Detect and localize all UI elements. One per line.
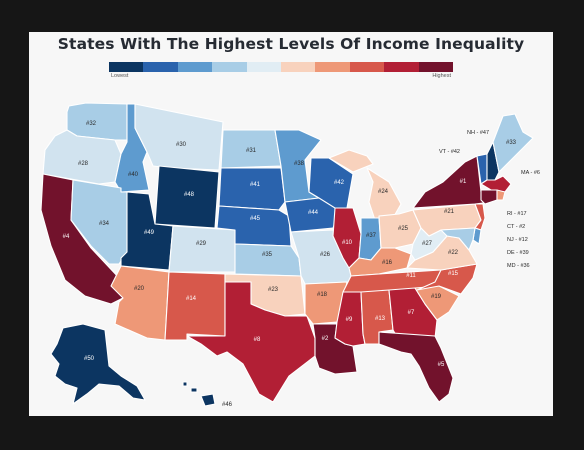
rank-label-co: #29	[196, 241, 207, 247]
rank-label-al: #13	[375, 316, 386, 322]
rank-label-mi: #24	[378, 189, 389, 195]
state-nc	[416, 263, 478, 295]
rank-label-ky: #16	[382, 260, 393, 266]
rank-label-fl: #5	[438, 362, 445, 368]
legend-swatch	[177, 62, 213, 72]
rank-label-mn: #38	[294, 161, 305, 167]
rank-label-ks: #35	[262, 252, 273, 258]
rank-label-or: #28	[78, 161, 89, 167]
state-wy	[154, 165, 220, 229]
rank-label-nm: #14	[186, 296, 197, 302]
side-label-de: DE - #39	[507, 250, 529, 256]
legend-swatch	[143, 62, 178, 72]
rank-label-wa: #32	[86, 121, 97, 127]
state-co	[168, 225, 236, 273]
side-label-nj: NJ - #12	[507, 237, 528, 243]
rank-label-va: #22	[448, 250, 459, 256]
rank-label-ca: #4	[63, 234, 70, 240]
rank-label-sd: #41	[250, 182, 261, 188]
side-label-md: MD - #36	[507, 263, 530, 269]
rank-label-in: #37	[366, 233, 377, 239]
rank-label-wv: #27	[422, 241, 433, 247]
rank-label-pa: #21	[444, 209, 455, 215]
state-mt	[134, 103, 224, 171]
legend-swatch	[281, 62, 316, 72]
rank-label-ar: #18	[317, 292, 328, 298]
rank-label-mt: #30	[176, 142, 187, 148]
state-md	[440, 227, 476, 251]
rank-labels: #32 #28 #4 #40 #34 #30 #48 #49 #20 #29 #14 #31 #41 #4…	[63, 121, 517, 408]
rank-label-ga: #7	[408, 310, 415, 316]
side-label-nh: NH - #47	[467, 130, 489, 136]
rank-label-ok: #23	[268, 287, 279, 293]
state-nh	[486, 141, 500, 181]
state-mi-upper	[328, 149, 374, 173]
state-wa	[66, 102, 128, 141]
state-me	[492, 113, 534, 173]
legend-swatch	[246, 62, 281, 72]
rank-label-ny: #1	[460, 179, 467, 185]
side-label-ri: RI - #17	[507, 211, 527, 217]
side-label-ma: MA - #6	[521, 170, 540, 176]
legend-low-label: Lowest	[111, 73, 129, 79]
state-ct	[480, 189, 498, 205]
rank-label-hi: #46	[222, 402, 233, 408]
state-ri	[496, 189, 506, 201]
state-fl	[378, 331, 454, 403]
rank-label-sc: #19	[431, 294, 442, 300]
state-or	[42, 129, 122, 185]
us-state-map: #32 #28 #4 #40 #34 #30 #48 #49 #20 #29 #14 #31 #41 #4…	[40, 102, 540, 408]
legend-high-label: Highest	[432, 73, 451, 79]
rank-label-ms: #9	[346, 317, 353, 323]
rank-label-wy: #48	[184, 192, 195, 198]
rank-label-tx: #8	[254, 337, 261, 343]
state-hi-island	[190, 387, 198, 393]
legend-swatch	[418, 62, 453, 72]
rank-label-ut: #49	[144, 230, 155, 236]
rank-label-nv: #34	[99, 221, 110, 227]
rank-label-oh: #25	[398, 226, 409, 232]
legend-swatch	[384, 62, 419, 72]
rank-label-ia: #44	[308, 210, 319, 216]
color-legend: Lowest Highest	[109, 62, 453, 84]
state-az	[110, 265, 170, 341]
rank-label-ak: #50	[84, 356, 95, 362]
state-sd	[218, 167, 286, 211]
legend-swatch	[109, 62, 144, 72]
side-label-vt: VT - #42	[439, 149, 460, 155]
rank-label-il: #10	[342, 240, 353, 246]
legend-swatch	[349, 62, 385, 72]
rank-label-tn: #11	[406, 273, 416, 279]
rank-label-mo: #26	[320, 252, 331, 258]
rank-label-nd: #31	[246, 148, 257, 154]
rank-label-la: #2	[322, 336, 329, 342]
state-hi	[200, 393, 216, 407]
map-figure: States With The Highest Levels Of Income…	[29, 32, 553, 416]
side-label-ct: CT - #2	[507, 224, 525, 230]
rank-label-ne: #45	[250, 216, 261, 222]
legend-swatch	[212, 62, 247, 72]
state-hi-island	[182, 381, 188, 387]
rank-label-az: #20	[134, 286, 145, 292]
map-title: States With The Highest Levels Of Income…	[57, 35, 525, 53]
state-tx	[186, 281, 316, 403]
legend-swatch	[315, 62, 350, 72]
rank-label-id: #40	[128, 172, 139, 178]
state-ks	[234, 243, 302, 277]
state-ak	[50, 323, 146, 405]
rank-label-me: #33	[506, 140, 517, 146]
rank-label-wi: #42	[334, 180, 345, 186]
rank-label-nc: #15	[448, 271, 459, 277]
state-nm	[164, 271, 226, 341]
